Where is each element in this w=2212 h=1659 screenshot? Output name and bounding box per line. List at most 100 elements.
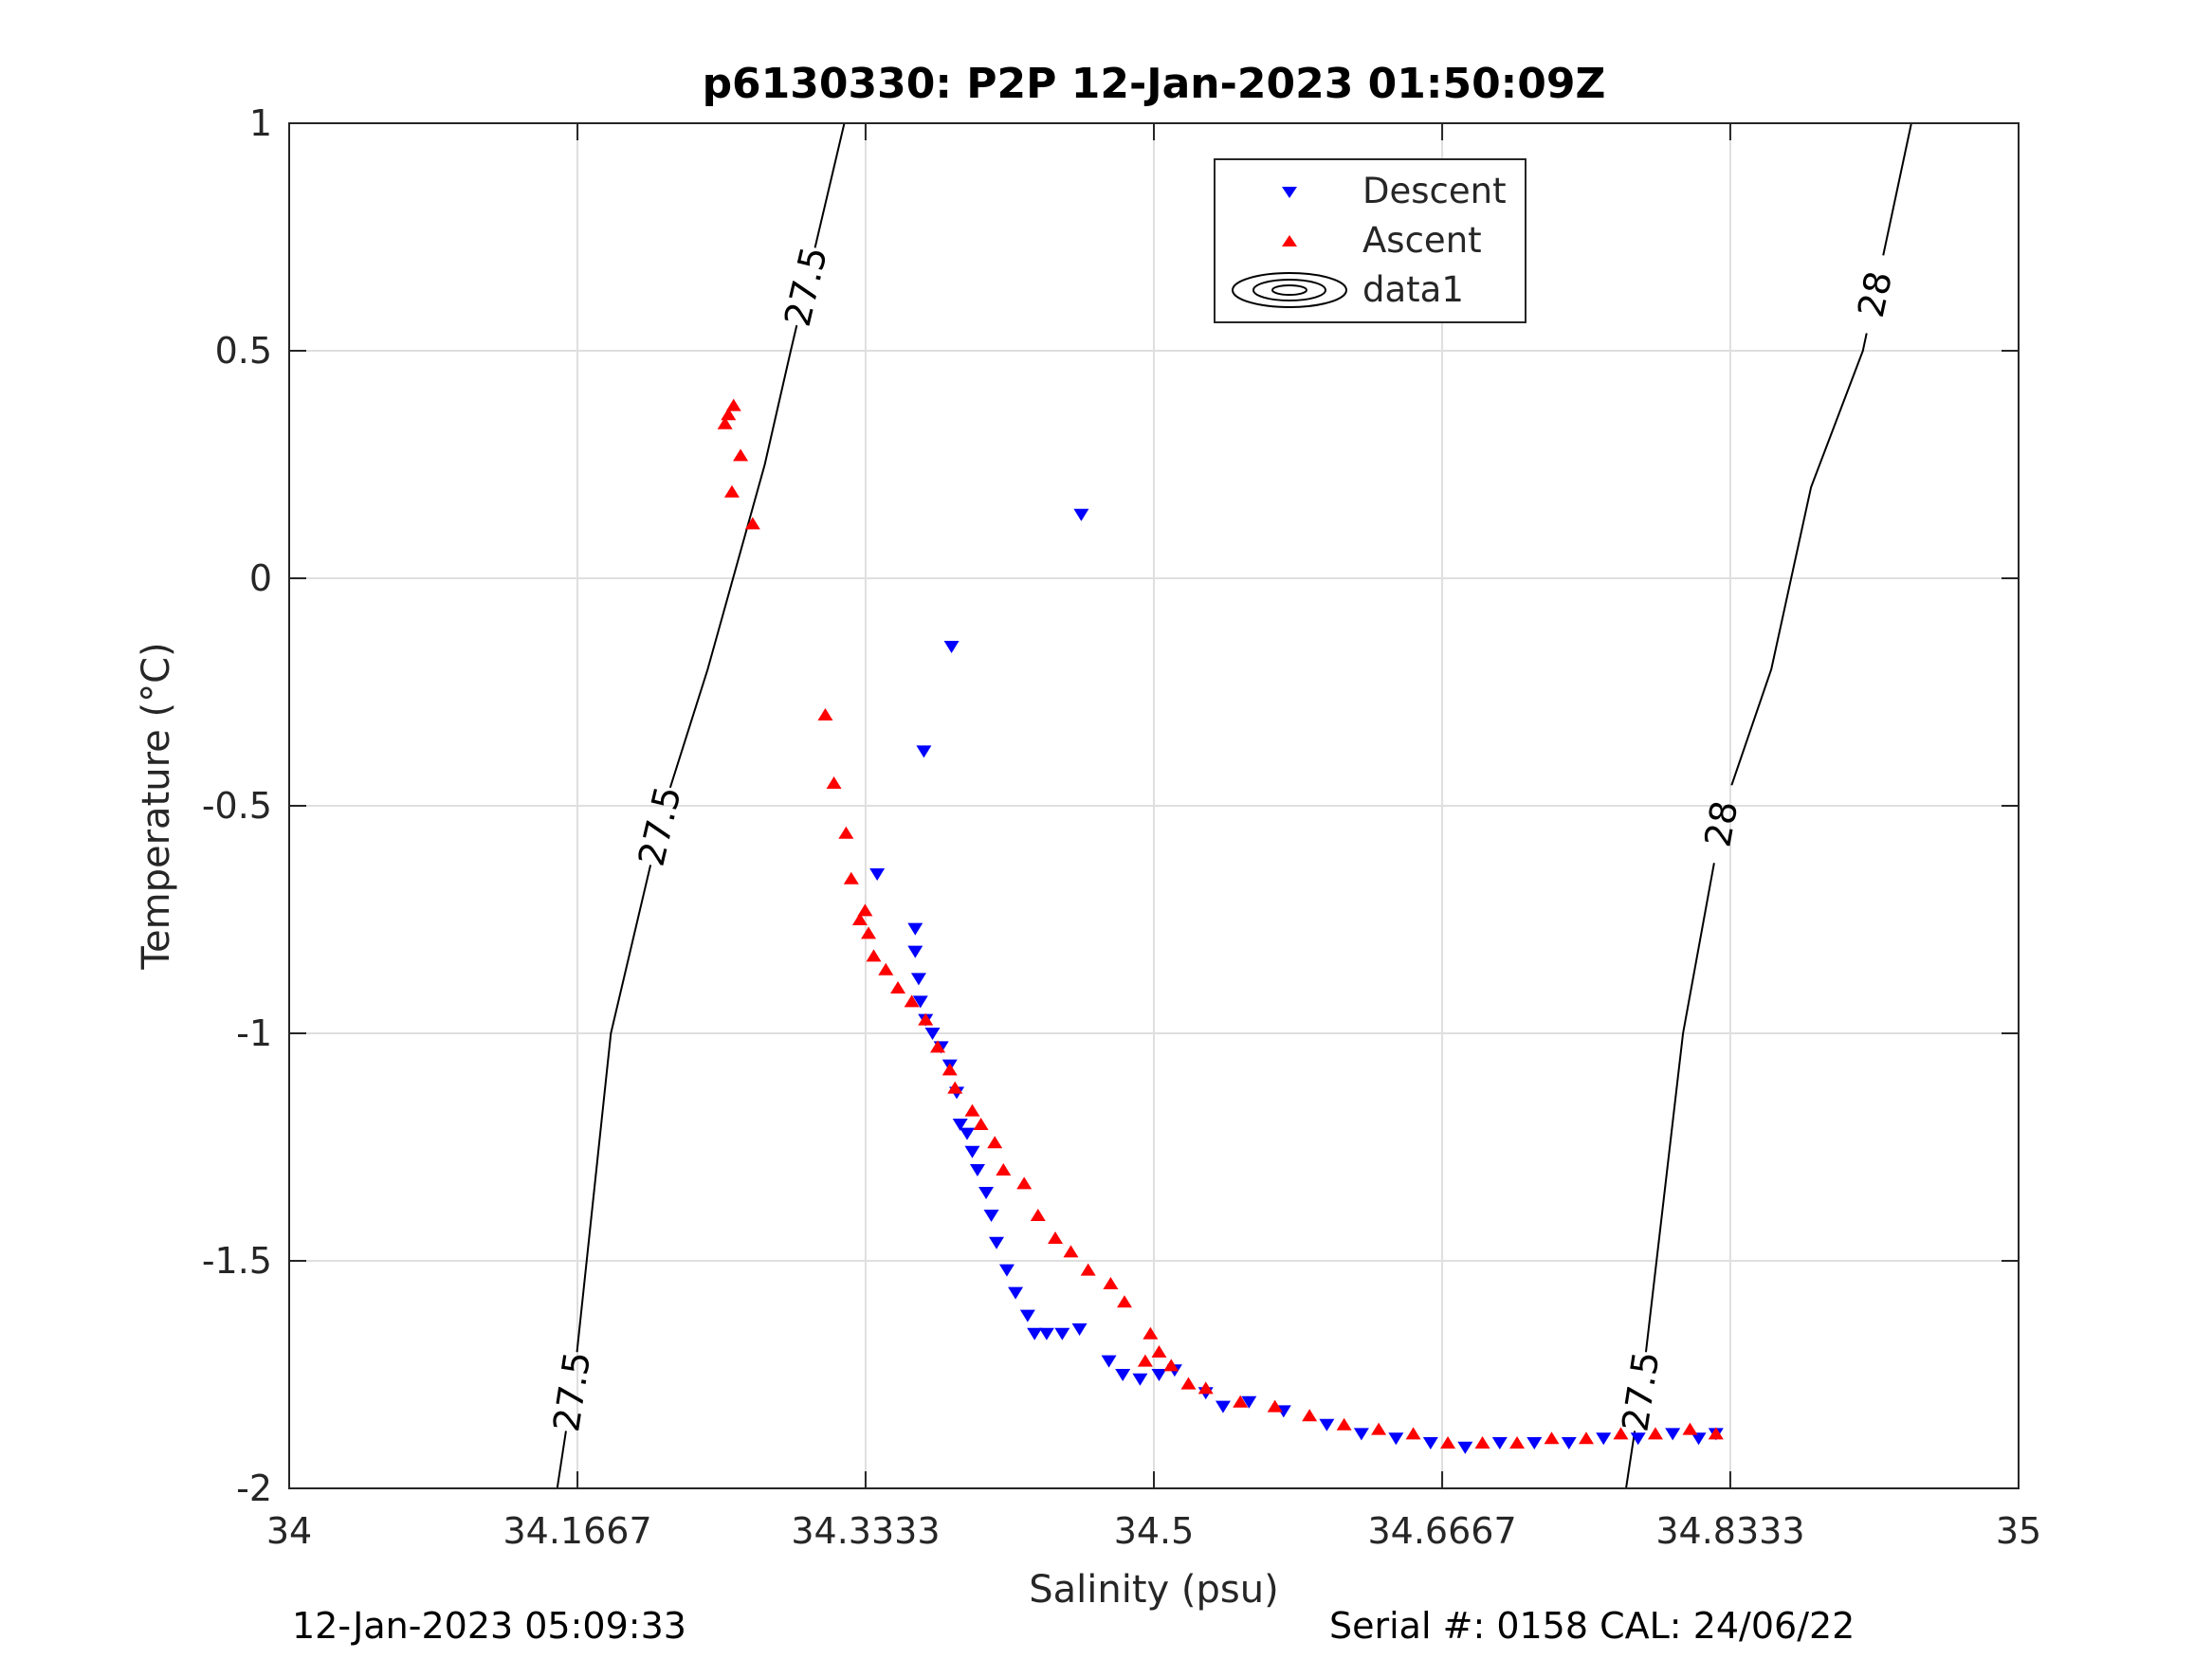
descent-point bbox=[943, 641, 960, 653]
ascent-point bbox=[826, 776, 842, 789]
descent-point bbox=[998, 1264, 1015, 1277]
descent-point bbox=[1457, 1441, 1473, 1454]
isopycnal-line bbox=[1625, 123, 1912, 1488]
descent-point bbox=[1526, 1437, 1543, 1449]
ascent-point bbox=[1180, 1376, 1197, 1390]
ascent-point bbox=[1030, 1209, 1046, 1221]
descent-point bbox=[907, 922, 923, 936]
descent-point bbox=[907, 945, 923, 958]
descent-point bbox=[964, 1145, 980, 1158]
descent-point bbox=[1241, 1395, 1257, 1409]
legend-ascent-label: Ascent bbox=[1362, 220, 1482, 261]
ascent-point bbox=[947, 1081, 963, 1094]
legend-ascent-marker bbox=[1282, 235, 1297, 246]
descent-point bbox=[869, 868, 886, 881]
x-tick-label: 34.1667 bbox=[503, 1510, 651, 1552]
ascent-point bbox=[861, 926, 877, 939]
ascent-point bbox=[857, 903, 873, 917]
axis-ticks: 34 34.1667 34.3333 34.5 34.6667 34.8333 35 -2 -1… bbox=[202, 102, 2041, 1552]
ascent-point bbox=[1371, 1422, 1387, 1435]
x-tick-label: 35 bbox=[1996, 1510, 2041, 1552]
ascent-point bbox=[1682, 1422, 1698, 1435]
legend-contour-icon bbox=[1232, 272, 1347, 308]
x-tick-label: 34 bbox=[266, 1510, 312, 1552]
ascent-point bbox=[973, 1118, 989, 1130]
ascent-point bbox=[1302, 1409, 1318, 1422]
ascent-point bbox=[866, 949, 882, 962]
y-tick-label: -2 bbox=[236, 1468, 272, 1509]
ascent-point bbox=[1474, 1436, 1490, 1449]
ascent-point bbox=[1544, 1431, 1560, 1445]
y-tick-label: -1.5 bbox=[202, 1240, 272, 1282]
ascent-point bbox=[930, 1040, 945, 1053]
ascent-point bbox=[1063, 1245, 1079, 1258]
x-tick-label: 34.3333 bbox=[791, 1510, 940, 1552]
descent-point bbox=[1388, 1432, 1404, 1446]
ascent-point bbox=[1267, 1399, 1283, 1413]
descent-point bbox=[1665, 1428, 1681, 1441]
ascent-point bbox=[723, 484, 740, 498]
ascent-point bbox=[1440, 1436, 1456, 1449]
descent-point bbox=[912, 995, 928, 1009]
descent-point bbox=[952, 1119, 968, 1131]
ascent-point bbox=[1336, 1417, 1352, 1431]
ascent-point bbox=[996, 1163, 1012, 1176]
descent-point bbox=[1115, 1369, 1131, 1381]
ascent-point bbox=[1103, 1277, 1119, 1289]
ascent-point bbox=[1405, 1427, 1421, 1440]
x-tick-label: 34.6667 bbox=[1367, 1510, 1516, 1552]
y-tick-label: -0.5 bbox=[202, 785, 272, 827]
isopycnal-label: 27.5 bbox=[545, 1349, 598, 1434]
isopycnal-label: 27.5 bbox=[777, 243, 835, 330]
ascent-point bbox=[1080, 1263, 1096, 1276]
descent-point bbox=[924, 1028, 941, 1040]
y-tick-label: -1 bbox=[236, 1012, 272, 1054]
ascent-point bbox=[733, 448, 749, 462]
isopycnal-label: 27.5 bbox=[1614, 1349, 1667, 1434]
descent-point bbox=[1054, 1327, 1070, 1340]
isopycnal-contours: 27.5 27.5 27.5 27.5 28 28 bbox=[545, 123, 1912, 1488]
ascent-point bbox=[964, 1103, 980, 1117]
data-points bbox=[717, 398, 1724, 1454]
ascent-point bbox=[1613, 1427, 1629, 1440]
descent-point bbox=[1319, 1418, 1335, 1431]
descent-point bbox=[960, 1127, 976, 1140]
ascent-point bbox=[1151, 1345, 1167, 1358]
isopycnal-label: 27.5 bbox=[631, 782, 689, 869]
descent-point bbox=[978, 1187, 995, 1199]
footer-timestamp: 12-Jan-2023 05:09:33 bbox=[292, 1605, 686, 1647]
ascent-point bbox=[1708, 1427, 1724, 1440]
descent-point bbox=[1491, 1437, 1508, 1449]
ascent-point bbox=[918, 1012, 934, 1026]
ascent-point bbox=[721, 408, 737, 421]
x-tick-label: 34.8333 bbox=[1655, 1510, 1804, 1552]
isopycnal-label: 28 bbox=[1696, 797, 1746, 849]
ascent-point bbox=[744, 517, 760, 530]
ascent-point bbox=[941, 1063, 958, 1076]
ascent-point bbox=[1016, 1176, 1033, 1190]
ascent-point bbox=[843, 871, 859, 884]
ascent-point bbox=[817, 708, 833, 720]
legend-descent-marker bbox=[1282, 187, 1297, 198]
ascent-point bbox=[1116, 1295, 1132, 1308]
descent-point bbox=[910, 973, 926, 986]
ascent-point bbox=[987, 1136, 1003, 1149]
descent-point bbox=[1353, 1428, 1369, 1441]
ascent-point bbox=[1143, 1326, 1159, 1340]
descent-point bbox=[1038, 1327, 1054, 1340]
ascent-point bbox=[904, 994, 920, 1008]
descent-point bbox=[1561, 1437, 1577, 1449]
x-tick-label: 34.5 bbox=[1114, 1510, 1195, 1552]
ascent-point bbox=[878, 962, 894, 975]
ascent-point bbox=[1197, 1381, 1214, 1395]
isopycnal-label: 28 bbox=[1850, 267, 1900, 320]
descent-point bbox=[1630, 1432, 1646, 1446]
descent-point bbox=[1027, 1327, 1043, 1340]
descent-point bbox=[1019, 1309, 1035, 1322]
ascent-point bbox=[1137, 1354, 1153, 1367]
descent-point bbox=[916, 745, 932, 758]
ascent-point bbox=[1509, 1436, 1526, 1449]
descent-point bbox=[1596, 1432, 1612, 1446]
isopycnal-line bbox=[556, 123, 846, 1488]
